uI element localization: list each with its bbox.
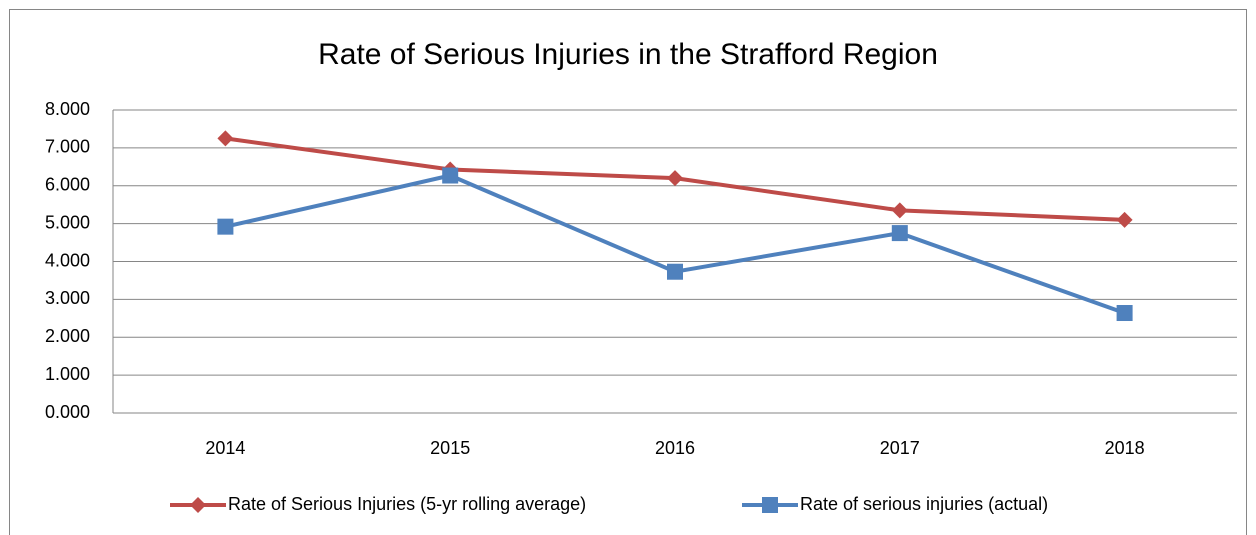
data-point <box>442 167 459 184</box>
x-tick-label: 2014 <box>205 438 245 458</box>
chart-frame <box>9 9 1247 535</box>
y-tick-label: 0.000 <box>45 402 90 422</box>
y-tick-label: 5.000 <box>45 212 90 232</box>
y-tick-label: 1.000 <box>45 364 90 384</box>
data-point <box>1116 305 1133 322</box>
data-point <box>217 130 234 147</box>
y-tick-label: 6.000 <box>45 175 90 195</box>
x-tick-label: 2018 <box>1105 438 1145 458</box>
y-tick-label: 2.000 <box>45 326 90 346</box>
x-tick-label: 2016 <box>655 438 695 458</box>
data-point <box>891 225 908 242</box>
x-tick-label: 2015 <box>430 438 470 458</box>
legend-marker <box>190 497 206 513</box>
series-line <box>224 173 1126 315</box>
y-tick-label: 3.000 <box>45 288 90 308</box>
data-point <box>217 218 234 235</box>
data-point <box>1116 211 1133 228</box>
chart-title: Rate of Serious Injuries in the Straffor… <box>318 38 938 71</box>
x-tick-label: 2017 <box>880 438 920 458</box>
y-tick-label: 7.000 <box>45 137 90 157</box>
data-point <box>667 170 683 187</box>
data-point <box>667 263 683 280</box>
legend-label: Rate of serious injuries (actual) <box>800 494 1048 514</box>
legend-marker <box>762 497 778 513</box>
y-tick-label: 4.000 <box>45 250 90 270</box>
data-point <box>891 202 908 219</box>
legend-label: Rate of Serious Injuries (5-yr rolling a… <box>228 494 586 514</box>
y-tick-label: 8.000 <box>45 99 90 119</box>
